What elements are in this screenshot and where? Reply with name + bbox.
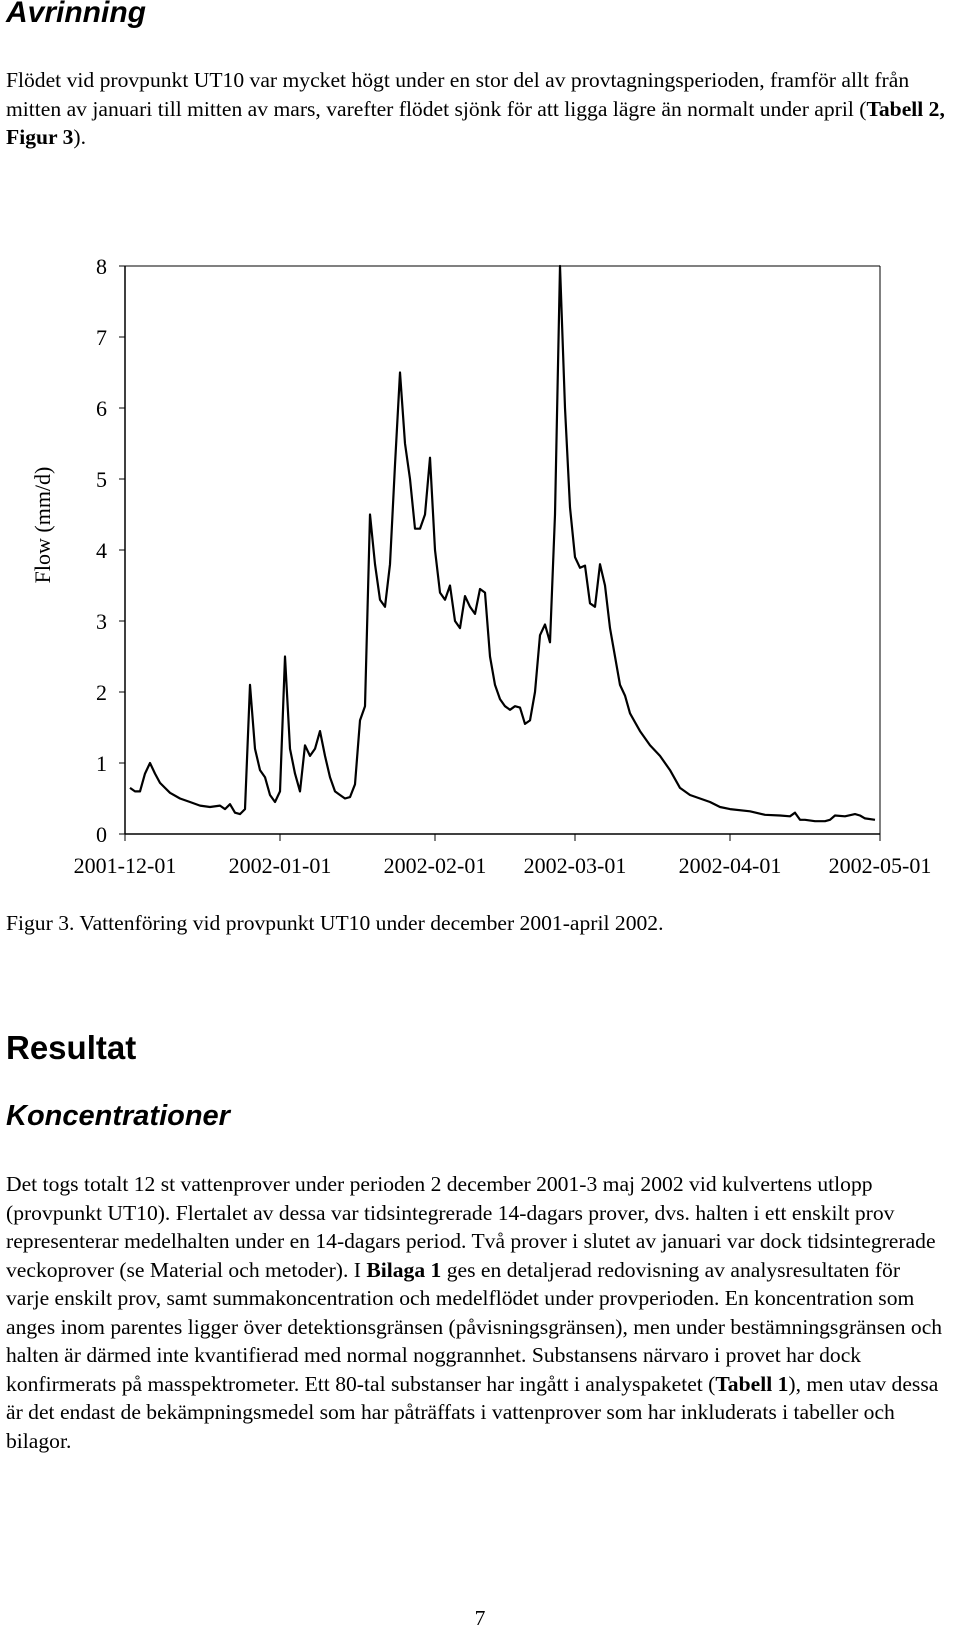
y-tick-label: 3 <box>96 609 107 634</box>
x-tick-label: 2002-03-01 <box>524 853 627 878</box>
page-number: 7 <box>474 1606 486 1630</box>
section-heading-resultat: Resultat <box>6 1029 137 1066</box>
x-tick-label: 2002-05-01 <box>829 853 932 878</box>
body-text-3: ), men utav dessa är det endast de bekäm… <box>6 1371 939 1453</box>
subheading-koncentrationer: Koncentrationer <box>6 1100 230 1132</box>
y-tick-label: 1 <box>96 751 107 776</box>
intro-reference: Tabell 2, Figur 3 <box>6 96 945 150</box>
body-text-1: Det togs totalt 12 st vattenprover under… <box>6 1172 936 1282</box>
y-tick-label: 5 <box>96 467 107 492</box>
y-tick-label: 4 <box>96 538 107 563</box>
flow-series-line <box>129 264 876 823</box>
section-heading-avrinning: Avrinning <box>6 0 146 29</box>
intro-text-end: ). <box>73 125 86 149</box>
body-paragraph: Det togs totalt 12 st vattenprover under… <box>6 1170 946 1455</box>
figure-caption: Figur 3. Vattenföring vid provpunkt UT10… <box>6 911 664 935</box>
body-text-2: ges en detaljerad redovisning av analysr… <box>6 1257 943 1396</box>
body-reference-tabell: Tabell 1 <box>715 1371 789 1396</box>
x-tick-label: 2002-04-01 <box>679 853 782 878</box>
flow-chart-svg: 0 1 2 3 4 5 6 7 8 2001-12-01 2002-01-01 2002-02-01 2… <box>30 254 932 878</box>
y-axis-label: Flow (mm/d) <box>30 467 55 584</box>
intro-text: Flödet vid provpunkt UT10 var mycket hög… <box>6 68 910 121</box>
y-tick-label: 6 <box>96 396 107 421</box>
x-tick-label: 2002-01-01 <box>229 853 332 878</box>
y-tick-label: 8 <box>96 254 107 279</box>
body-reference-bilaga: Bilaga 1 <box>366 1257 442 1282</box>
x-tick-label: 2002-02-01 <box>384 853 487 878</box>
intro-paragraph: Flödet vid provpunkt UT10 var mycket hög… <box>6 66 946 152</box>
y-tick-label: 0 <box>96 822 107 847</box>
flow-chart: 0 1 2 3 4 5 6 7 8 2001-12-01 2002-01-01 2002-02-01 2… <box>0 240 960 880</box>
y-tick-label: 7 <box>96 325 107 350</box>
y-tick-label: 2 <box>96 680 107 705</box>
x-tick-label: 2001-12-01 <box>74 853 177 878</box>
